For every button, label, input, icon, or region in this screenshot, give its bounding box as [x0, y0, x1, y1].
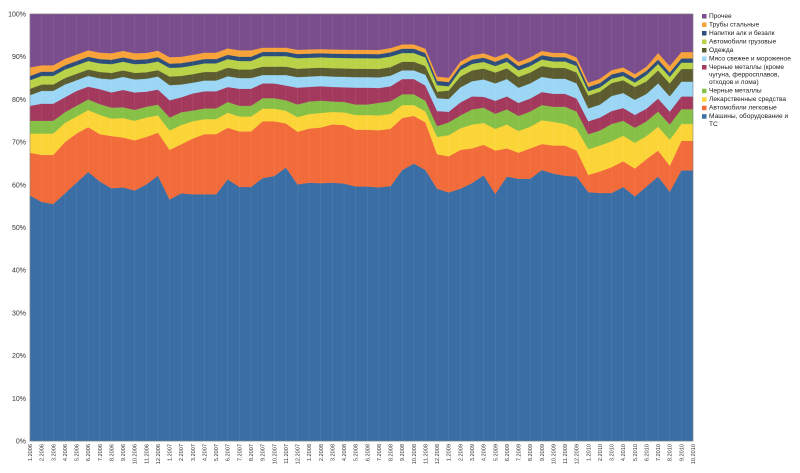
x-tick-label: 8.2006	[109, 444, 115, 461]
legend-label: Машины, оборудование и ТС	[709, 112, 788, 128]
legend-label: Автомобили грузовые	[709, 38, 777, 46]
x-tick-label: 8.2007	[249, 444, 255, 461]
y-tick-label: 40%	[12, 268, 26, 275]
x-tick-label: 4.2008	[342, 444, 348, 461]
x-tick-label: 6.2010	[644, 444, 650, 461]
x-tick-label: 2.2009	[458, 444, 464, 461]
x-tick-label: 3.2006	[51, 444, 57, 461]
legend-label: Автомобили легковые	[709, 104, 777, 112]
x-tick-label: 11.2007	[284, 444, 290, 464]
y-tick-label: 60%	[12, 182, 26, 189]
legend-label: Трубы стальные	[709, 21, 760, 29]
y-tick-label: 50%	[12, 225, 26, 232]
x-tick-label: 4.2009	[482, 444, 488, 461]
y-tick-label: 90%	[12, 54, 26, 61]
x-tick-label: 12.2006	[156, 444, 162, 464]
x-tick-label: 5.2010	[633, 444, 639, 461]
y-tick-label: 80%	[12, 97, 26, 104]
y-tick-label: 100%	[8, 12, 26, 19]
legend-swatch	[702, 48, 707, 53]
legend-label: Прочее	[709, 13, 732, 20]
x-tick-label: 9.2009	[540, 444, 546, 461]
legend-swatch	[702, 22, 707, 27]
x-tick-label: 10.2008	[412, 444, 418, 464]
x-tick-label: 5.2009	[493, 444, 499, 461]
x-tick-label: 2.2010	[598, 444, 604, 461]
legend-label: Лекарственные средства	[709, 96, 786, 103]
y-axis: 0% 10% 20% 30% 40% 50% 60% 70% 80% 90% 100%	[8, 12, 26, 446]
x-tick-label: 9.2010	[679, 444, 685, 461]
legend-swatch	[702, 14, 707, 19]
x-tick-label: 3.2009	[470, 444, 476, 461]
x-tick-label: 1.2006	[28, 444, 34, 461]
x-tick-label: 9.2006	[121, 444, 127, 461]
x-tick-label: 8.2008	[389, 444, 395, 461]
x-tick-label: 7.2006	[98, 444, 104, 461]
x-tick-label: 3.2008	[330, 444, 336, 461]
legend-swatch	[702, 65, 707, 70]
x-axis: 1.2006 2.2006 3.2006 4.2006 5.2006 6.2006 7.20…	[28, 444, 697, 464]
x-tick-label: 1.2008	[307, 444, 313, 461]
x-tick-label: 8.2010	[668, 444, 674, 461]
x-tick-label: 12.2008	[435, 444, 441, 464]
x-tick-label: 11.2008	[423, 444, 429, 464]
x-tick-label: 9.2008	[400, 444, 406, 461]
x-tick-label: 12.2007	[296, 444, 302, 464]
x-tick-label: 11.2009	[563, 444, 569, 464]
x-tick-label: 1.2009	[447, 444, 453, 461]
x-tick-label: 2.2008	[319, 444, 325, 461]
legend-swatch	[702, 88, 707, 94]
legend-label: Черные металлы	[709, 88, 762, 95]
x-tick-label: 7.2009	[517, 444, 523, 461]
legend-label: Одежда	[709, 47, 734, 54]
x-tick-label: 5.2006	[75, 444, 81, 461]
x-tick-label: 10.2010	[691, 444, 697, 464]
x-tick-label: 2.2006	[40, 444, 46, 461]
x-tick-label: 6.2007	[226, 444, 232, 461]
y-tick-label: 20%	[12, 353, 26, 360]
area-series-1	[29, 163, 694, 442]
y-tick-label: 70%	[12, 140, 26, 147]
x-tick-label: 10.2006	[133, 444, 139, 464]
legend-swatch	[702, 56, 707, 61]
x-tick-label: 3.2007	[191, 444, 197, 461]
x-tick-label: 1.2010	[586, 444, 592, 461]
x-tick-label: 5.2007	[214, 444, 220, 461]
legend-label: Черные металлы (кроме чугуна, ферросплаво…	[709, 64, 784, 86]
x-tick-label: 6.2009	[505, 444, 511, 461]
y-tick-label: 30%	[12, 310, 26, 317]
x-tick-label: 2.2007	[179, 444, 185, 461]
legend-label: Напитки алк и безалк	[709, 29, 775, 37]
x-tick-label: 7.2008	[377, 444, 383, 461]
x-tick-label: 4.2010	[621, 444, 627, 461]
x-tick-label: 4.2007	[202, 444, 208, 461]
x-tick-label: 7.2007	[237, 444, 243, 461]
x-tick-label: 9.2007	[261, 444, 267, 461]
y-tick-label: 0%	[16, 439, 26, 446]
sample-lines	[29, 13, 694, 442]
legend-label: Мясо свежее и мороженое	[709, 56, 791, 63]
x-tick-label: 4.2006	[63, 444, 69, 461]
plot-border	[29, 13, 694, 442]
x-tick-label: 6.2006	[86, 444, 92, 461]
x-tick-label: 5.2008	[354, 444, 360, 461]
legend-swatch	[702, 39, 707, 44]
x-tick-label: 10.2009	[551, 444, 557, 464]
x-tick-label: 8.2009	[528, 444, 534, 461]
x-tick-label: 10.2007	[272, 444, 278, 464]
x-tick-label: 3.2010	[610, 444, 616, 461]
x-tick-label: 1.2007	[168, 444, 174, 461]
x-tick-label: 6.2008	[365, 444, 371, 461]
legend-swatch	[702, 105, 707, 111]
x-tick-label: 11.2006	[144, 444, 150, 464]
x-tick-label: 12.2009	[575, 444, 581, 464]
series-areas	[29, 13, 694, 442]
legend-swatch	[702, 114, 707, 119]
y-tick-label: 10%	[12, 396, 26, 403]
legend-swatch	[702, 97, 707, 102]
legend-swatch	[702, 31, 707, 36]
x-tick-label: 7.2010	[656, 444, 662, 461]
